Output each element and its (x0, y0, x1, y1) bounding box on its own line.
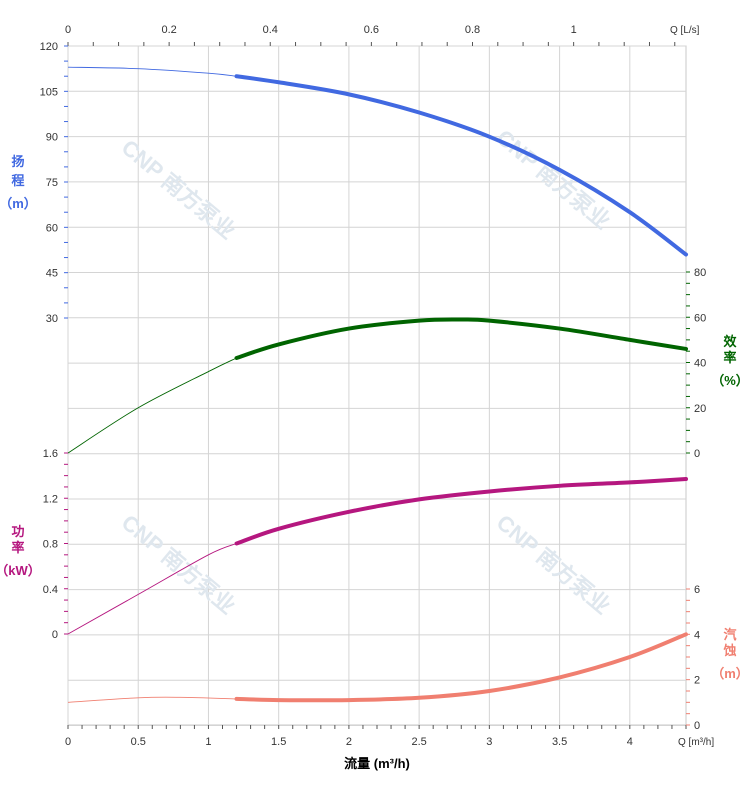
grid (67, 45, 687, 726)
y-axis-title: 率 (723, 350, 736, 365)
y-tick-label: 20 (694, 403, 706, 415)
x-tick-label: 1 (205, 736, 211, 748)
npsh-curve-thin (67, 696, 237, 703)
watermark-text: CNP 南方泵业 (492, 125, 615, 234)
npsh-curve (234, 632, 688, 703)
y-tick-label: 0.4 (43, 584, 58, 596)
head-curve-thin (67, 66, 237, 77)
y-axis-title: 功 (11, 524, 24, 539)
x-tick-label: 1.5 (271, 736, 286, 748)
y-axis-title: 蚀 (722, 643, 736, 658)
y-axis-title: 效 (723, 334, 737, 349)
power-curve-thin (67, 543, 237, 635)
y-axis-title: 汽 (723, 627, 736, 642)
y-axis-title: 程 (11, 173, 24, 188)
x-tick-label: 2.5 (411, 736, 426, 748)
y-axis-title: （m） (0, 196, 37, 211)
y-axis-title: （%） (711, 373, 749, 388)
x-tick-label: 3 (486, 736, 492, 748)
top-tick-label: 0.8 (465, 24, 480, 36)
top-tick-label: 0.4 (263, 24, 278, 36)
watermark-text: CNP 南方泵业 (492, 510, 615, 619)
top-tick-label: 0.6 (364, 24, 379, 36)
y-tick-label: 0 (52, 629, 58, 641)
y-tick-label: 1.6 (43, 448, 58, 460)
x-axis-title: 流量 (m³/h) (344, 756, 410, 771)
x-tick-label: 0.5 (131, 736, 146, 748)
y-axis-title: 扬 (11, 154, 24, 169)
y-tick-label: 60 (694, 312, 706, 324)
efficiency-curve-thin (67, 357, 237, 454)
y-tick-label: 0 (694, 448, 700, 460)
efficiency-curve (234, 317, 688, 360)
power-curve (234, 477, 688, 546)
y-tick-label: 75 (46, 177, 58, 189)
x-axis-unit: Q [m³/h] (678, 737, 714, 748)
y-tick-label: 105 (40, 86, 58, 98)
plot-frame (67, 45, 687, 726)
y-tick-label: 0.8 (43, 539, 58, 551)
curves (67, 66, 688, 703)
x-tick-label: 4 (627, 736, 633, 748)
head-curve (234, 74, 688, 257)
y-tick-label: 2 (694, 675, 700, 687)
watermark-text: CNP 南方泵业 (117, 510, 240, 619)
axes: 0 0.5 1 1.5 2 2.5 3 3.5 40 0.2 0.4 0.6 0.8 1120105907… (0, 24, 749, 748)
top-axis-unit: Q [L/s] (670, 25, 700, 36)
y-tick-label: 120 (40, 41, 58, 53)
x-tick-label: 3.5 (552, 736, 567, 748)
y-tick-label: 80 (694, 267, 706, 279)
x-tick-label: 0 (65, 736, 71, 748)
y-axis-title: （kW） (0, 563, 41, 578)
y-tick-label: 1.2 (43, 493, 58, 505)
top-tick-label: 1 (571, 24, 577, 36)
y-axis-title: 率 (11, 540, 24, 555)
y-tick-label: 45 (46, 268, 58, 280)
y-tick-label: 90 (46, 132, 58, 144)
y-tick-label: 60 (46, 222, 58, 234)
y-tick-label: 0 (694, 720, 700, 732)
y-tick-label: 4 (694, 629, 700, 641)
y-tick-label: 30 (46, 313, 58, 325)
x-tick-label: 2 (346, 736, 352, 748)
y-tick-label: 40 (694, 358, 706, 370)
y-tick-label: 6 (694, 584, 700, 596)
top-tick-label: 0 (65, 24, 71, 36)
top-tick-label: 0.2 (161, 24, 176, 36)
y-axis-title: （m） (711, 666, 749, 681)
